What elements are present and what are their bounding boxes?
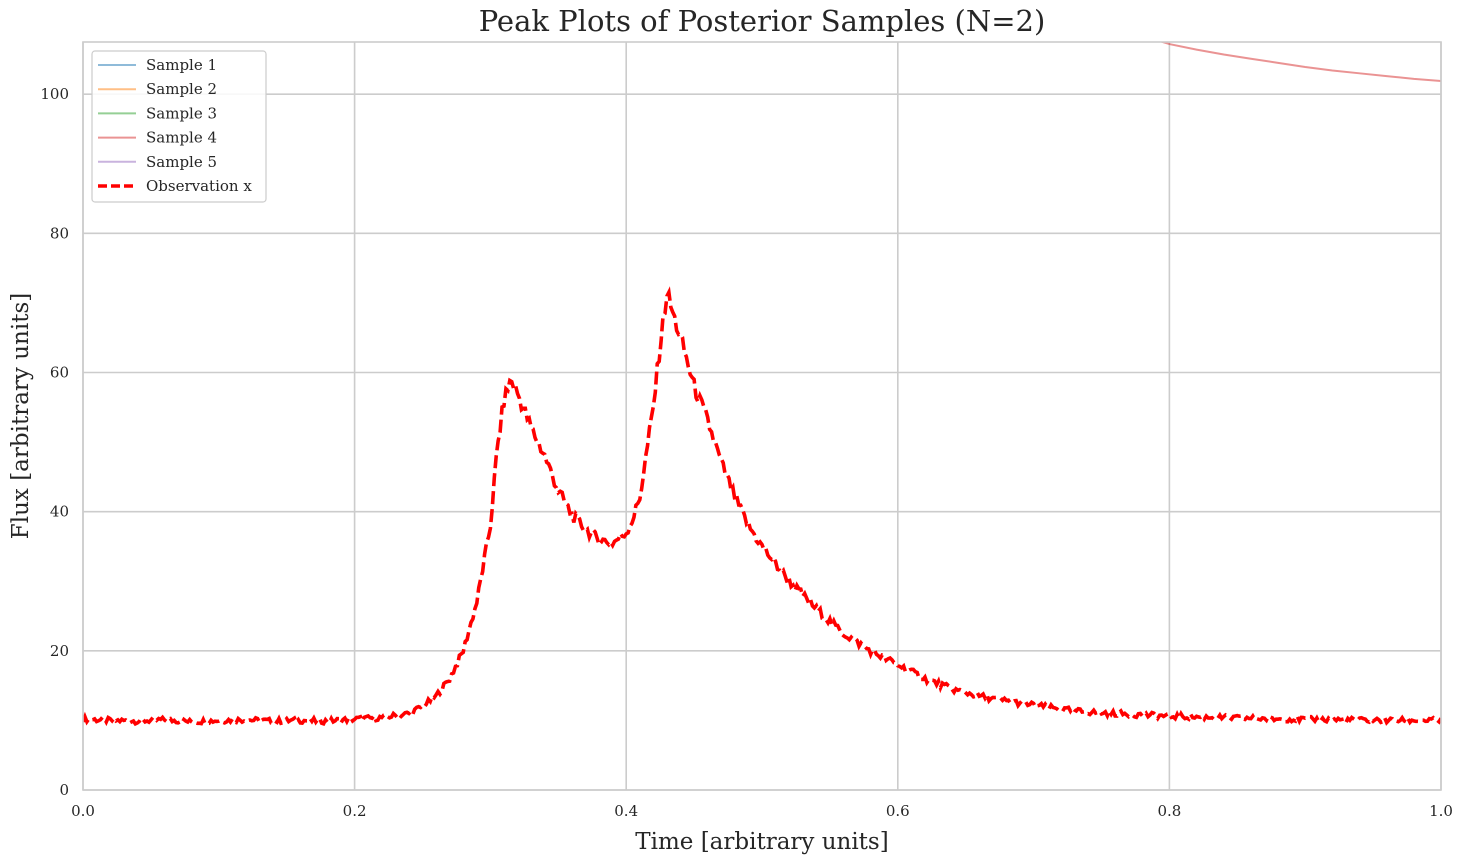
y-tick-label: 60 (50, 364, 69, 382)
legend-entry: Sample 5 (146, 153, 217, 171)
series-line (1159, 42, 1441, 82)
x-axis-ticks: 0.0 0.2 0.4 0.6 0.8 1.0 (71, 802, 1453, 820)
x-tick-label: 0.0 (71, 802, 95, 820)
x-tick-label: 0.8 (1157, 802, 1181, 820)
plot-frame (82, 41, 1442, 791)
y-axis-ticks: 0 20 40 60 80 100 (40, 85, 69, 799)
x-tick-label: 0.4 (614, 802, 638, 820)
series-line (83, 286, 1441, 727)
y-tick-label: 40 (50, 503, 69, 521)
y-tick-label: 20 (50, 642, 69, 660)
plot-series (83, 42, 1441, 727)
legend: Sample 1 Sample 2 Sample 3 Sample 4 Sample 5… (91, 50, 267, 203)
x-tick-label: 1.0 (1429, 802, 1453, 820)
chart-title: Peak Plots of Posterior Samples (N=2) (479, 4, 1046, 38)
legend-entry: Sample 1 (146, 56, 217, 74)
y-axis-label: Flux [arbitrary units] (8, 293, 34, 539)
grid (82, 42, 1442, 791)
legend-entry: Sample 2 (146, 80, 217, 98)
y-tick-label: 100 (40, 85, 69, 103)
y-tick-label: 80 (50, 224, 69, 242)
legend-entry: Sample 4 (146, 129, 217, 147)
x-tick-label: 0.6 (886, 802, 910, 820)
legend-entry: Sample 3 (146, 104, 217, 122)
legend-entry: Observation x (146, 177, 252, 195)
x-tick-label: 0.2 (343, 802, 367, 820)
y-tick-label: 0 (59, 781, 69, 799)
x-axis-label: Time [arbitrary units] (635, 829, 888, 855)
